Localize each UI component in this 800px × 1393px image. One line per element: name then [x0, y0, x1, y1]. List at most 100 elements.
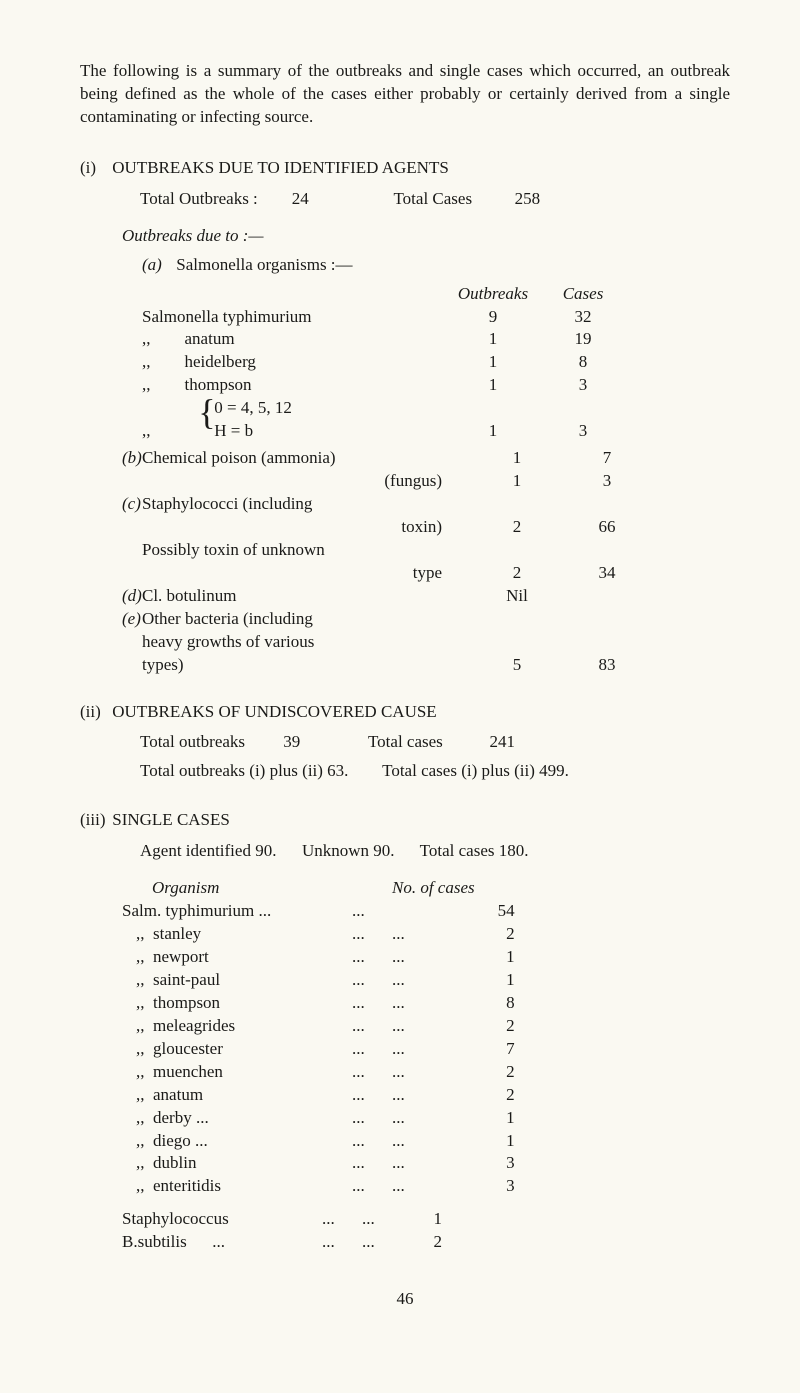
org-label: ,, muenchen [122, 1061, 352, 1084]
org-val: 8 [475, 992, 515, 1015]
org-label: Staphylococcus [122, 1208, 322, 1231]
row-label: toxin) [142, 516, 472, 539]
dots: ... [352, 969, 392, 992]
total-outbreaks-value: 24 [292, 189, 309, 208]
brace-icon: { [198, 395, 215, 429]
dots: ... [392, 992, 475, 1015]
row-cases: 8 [538, 351, 628, 374]
dots: ... [392, 1175, 475, 1198]
table-b: (b) Chemical poison (ammonia) 1 7 (fungu… [122, 447, 652, 676]
section-iii-heading: SINGLE CASES [112, 810, 230, 829]
brace-out: 1 [448, 397, 538, 443]
org-val: 2 [475, 1084, 515, 1107]
org-val: 7 [475, 1038, 515, 1061]
dots: ... [352, 923, 392, 946]
dots: ... [362, 1208, 402, 1231]
row-out: 5 [472, 654, 562, 677]
dots: ... [352, 900, 392, 923]
org-val: 1 [475, 946, 515, 969]
org-val: 3 [475, 1152, 515, 1175]
org-label: ,, saint-paul [122, 969, 352, 992]
dots: ... [322, 1208, 362, 1231]
total-cases-label: Total Cases [393, 189, 472, 208]
iii-agent-line: Agent identified 90. Unknown 90. Total c… [140, 840, 730, 863]
hd-organism: Organism [122, 877, 352, 900]
row-cases: 83 [562, 654, 652, 677]
ii-l1c: Total cases [368, 732, 443, 751]
row-out: 2 [472, 516, 562, 539]
brace-bot: H = b [214, 421, 253, 440]
section-iii-num: (iii) [80, 809, 108, 832]
dots: ... [352, 1038, 392, 1061]
brace-cases: 3 [538, 397, 628, 443]
row-out: 2 [472, 562, 562, 585]
row-label: ,, heidelberg [142, 351, 448, 374]
brace-row: ,, { 0 = 4, 5, 12 H = b [142, 397, 448, 443]
dots: ... [322, 1231, 362, 1254]
row-label: Possibly toxin of unknown [142, 539, 472, 562]
org-label: ,, newport [122, 946, 352, 969]
dots: ... [352, 946, 392, 969]
org-val: 1 [475, 969, 515, 992]
row-label: ,, thompson [142, 374, 448, 397]
hd-no-cases: No. of cases [392, 877, 475, 900]
sub-c-label: (c) [122, 493, 142, 516]
ii-row-2: Total outbreaks (i) plus (ii) 63. Total … [140, 760, 730, 783]
section-ii-heading: OUTBREAKS OF UNDISCOVERED CAUSE [112, 702, 436, 721]
dots: ... [352, 1130, 392, 1153]
row-cases: 3 [562, 470, 652, 493]
ii-l1b: 39 [283, 732, 300, 751]
org-val: 54 [475, 900, 515, 923]
section-ii-title: (ii) OUTBREAKS OF UNDISCOVERED CAUSE [80, 701, 730, 724]
row-cases: 32 [538, 306, 628, 329]
org-val: 2 [475, 1015, 515, 1038]
ii-l1d: 241 [490, 732, 516, 751]
dots: ... [392, 1015, 475, 1038]
dots: ... [392, 946, 475, 969]
org-label: ,, gloucester [122, 1038, 352, 1061]
brace-top: 0 = 4, 5, 12 [214, 398, 292, 417]
section-i-totals: Total Outbreaks : 24 Total Cases 258 [140, 188, 730, 211]
row-label: ,, anatum [142, 328, 448, 351]
row-label: Other bacteria (including [142, 608, 472, 631]
org-label: B.subtilis ... [122, 1231, 322, 1254]
ii-l2b: Total cases (i) plus (ii) 499. [382, 761, 569, 780]
row-cases: 66 [562, 516, 652, 539]
dots: ... [392, 1152, 475, 1175]
org-val: 2 [475, 1061, 515, 1084]
outbreaks-due-to: Outbreaks due to :— [122, 225, 730, 248]
organism-table-2: Staphylococcus......1 B.subtilis .......… [122, 1208, 442, 1254]
section-i-title: (i) OUTBREAKS DUE TO IDENTIFIED AGENTS [80, 157, 730, 180]
sub-b-label: (b) [122, 447, 142, 470]
dots: ... [352, 1152, 392, 1175]
org-label: ,, dublin [122, 1152, 352, 1175]
organism-table: Organism No. of cases Salm. typhimurium … [122, 877, 515, 1198]
org-val: 3 [475, 1175, 515, 1198]
row-cases [562, 585, 652, 608]
row-out: Nil [472, 585, 562, 608]
dots: ... [392, 1061, 475, 1084]
row-label: Salmonella typhimurium [142, 306, 448, 329]
sub-a-text: Salmonella organisms :— [176, 255, 352, 274]
row-label: heavy growths of various [142, 631, 472, 654]
dots: ... [352, 992, 392, 1015]
dots: ... [392, 1107, 475, 1130]
dots: ... [362, 1231, 402, 1254]
ii-row-1: Total outbreaks 39 Total cases 241 [140, 731, 730, 754]
org-val: 2 [475, 923, 515, 946]
intro-paragraph: The following is a summary of the outbre… [80, 60, 730, 129]
org-label: ,, derby ... [122, 1107, 352, 1130]
section-i-num: (i) [80, 157, 108, 180]
row-out: 1 [448, 328, 538, 351]
dots: ... [352, 1061, 392, 1084]
section-iii-title: (iii) SINGLE CASES [80, 809, 730, 832]
total-outbreaks-label: Total Outbreaks : [140, 189, 258, 208]
org-val: 1 [475, 1130, 515, 1153]
org-label: ,, meleagrides [122, 1015, 352, 1038]
sub-d-label: (d) [122, 585, 142, 608]
row-cases: 19 [538, 328, 628, 351]
org-label: ,, thompson [122, 992, 352, 1015]
section-i-heading: OUTBREAKS DUE TO IDENTIFIED AGENTS [112, 158, 449, 177]
row-out: 1 [448, 374, 538, 397]
dots: ... [392, 1038, 475, 1061]
